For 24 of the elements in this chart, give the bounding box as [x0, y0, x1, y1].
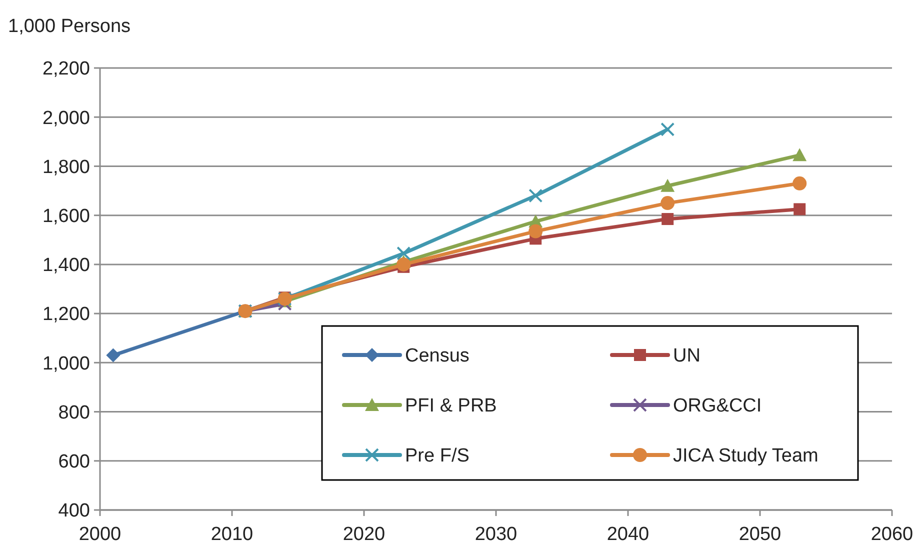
y-tick-label: 1,000: [42, 353, 90, 374]
y-tick-label: 600: [58, 452, 90, 473]
x-tick-label: 2060: [870, 524, 914, 545]
x-tick-label: 2050: [738, 524, 782, 545]
y-tick-label: 1,600: [42, 206, 90, 227]
y-axis-title: 1,000 Persons: [8, 16, 131, 37]
legend-label: JICA Study Team: [673, 446, 818, 467]
y-tick-label: 1,800: [42, 156, 90, 178]
x-tick-label: 2010: [210, 524, 254, 545]
y-tick-label: 800: [58, 402, 90, 424]
x-tick-label: 2020: [342, 524, 386, 545]
legend-label: Census: [405, 346, 470, 367]
legend-label: UN: [673, 346, 700, 367]
y-tick-label: 1,400: [42, 255, 90, 276]
legend-label: ORG&CCI: [673, 396, 762, 417]
x-tick-label: 2000: [78, 524, 122, 545]
x-tick-label: 2040: [606, 524, 650, 545]
y-tick-label: 1,200: [42, 304, 90, 326]
x-tick-label: 2030: [474, 524, 518, 545]
legend-label: Pre F/S: [405, 446, 470, 467]
legend-label: PFI & PRB: [405, 396, 497, 417]
y-tick-label: 2,000: [42, 108, 90, 129]
y-tick-label: 400: [58, 500, 90, 522]
y-tick-label: 2,200: [42, 58, 90, 80]
